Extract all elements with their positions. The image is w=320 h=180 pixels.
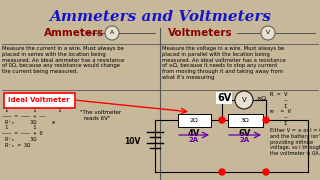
Text: 6V: 6V: [239, 129, 251, 138]
Text: 2Ω: 2Ω: [190, 118, 198, 123]
Text: V: V: [266, 30, 270, 35]
FancyBboxPatch shape: [228, 114, 262, 127]
Text: 1        1       1
——— = ——— + ——
 Rⁱₑ     3Ω     ∞
 1        1
——— = ——— + 0
 R: 1 1 1 ——— = ——— + —— Rⁱₑ 3Ω ∞ 1 1 ——— = …: [2, 108, 61, 148]
Text: V: V: [242, 97, 246, 103]
Text: 6V: 6V: [217, 93, 231, 103]
Text: Ammeters: Ammeters: [44, 28, 104, 38]
Circle shape: [235, 91, 253, 109]
Text: Measure the current in a wire. Must always be
placed in series with the location: Measure the current in a wire. Must alwa…: [2, 46, 124, 74]
Text: 3Ω: 3Ω: [241, 118, 249, 123]
Circle shape: [219, 117, 225, 123]
Text: Either V = ∞ or I = 0A,
and the battery isn't
providing infinite
voltage, so I t: Either V = ∞ or I = 0A, and the battery …: [270, 128, 320, 156]
Text: A: A: [110, 30, 114, 35]
Circle shape: [105, 26, 119, 40]
Circle shape: [263, 117, 269, 123]
Text: 2A: 2A: [240, 137, 250, 143]
Text: ∞Ω: ∞Ω: [256, 96, 266, 100]
Text: Voltmeters: Voltmeters: [168, 28, 233, 38]
Text: 4V: 4V: [188, 129, 200, 138]
FancyBboxPatch shape: [178, 114, 211, 127]
Text: Measure the voltage in a wire. Must always be
placed in parallel with the locati: Measure the voltage in a wire. Must alwa…: [162, 46, 286, 80]
Circle shape: [263, 169, 269, 175]
Text: "The voltmeter
  reads 6V": "The voltmeter reads 6V": [80, 110, 121, 121]
Text: Ideal Voltmeter: Ideal Voltmeter: [8, 97, 70, 103]
Circle shape: [219, 169, 225, 175]
FancyBboxPatch shape: [4, 93, 75, 107]
Text: 10V: 10V: [124, 138, 141, 147]
Text: Ammeters and Voltmeters: Ammeters and Voltmeters: [49, 10, 271, 24]
Text: 2A: 2A: [189, 137, 199, 143]
Circle shape: [261, 26, 275, 40]
Text: R = V
    ―
    I
∞  = V
    ―
    I: R = V ― I ∞ = V ― I: [270, 92, 291, 126]
